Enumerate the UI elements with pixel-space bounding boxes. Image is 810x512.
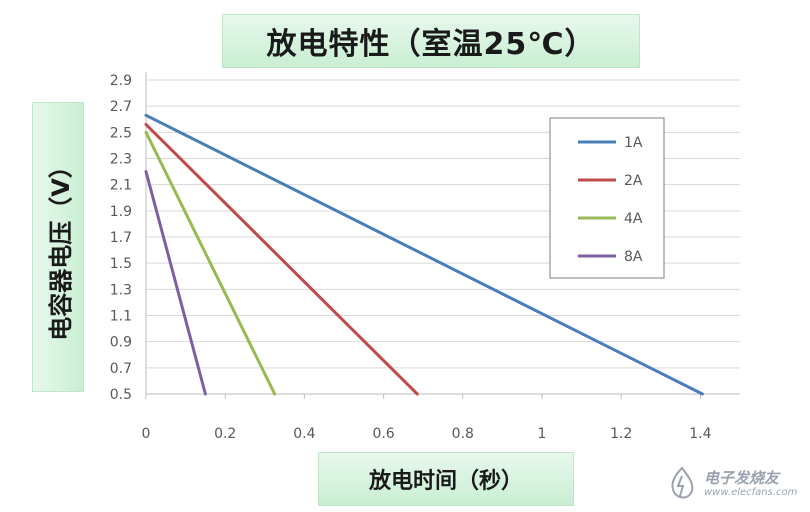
y-tick-label: 1.3 (110, 282, 132, 298)
x-axis-label: 放电时间（秒） (318, 452, 574, 506)
legend-label-2a: 2A (624, 173, 643, 189)
x-tick-label: 1.2 (610, 426, 632, 442)
legend: 1A 2A 4A 8A (549, 117, 665, 279)
y-tick-label: 0.7 (110, 361, 132, 377)
y-tick-label: 2.1 (110, 178, 132, 194)
y-tick-label: 1.1 (110, 309, 132, 325)
watermark-text: 电子发烧友 www.elecfans.com (704, 470, 797, 498)
x-tick-label: 1.4 (689, 426, 711, 442)
chart-title: 放电特性（室温25℃） (222, 14, 640, 68)
x-tick-label: 0 (142, 426, 151, 442)
x-tick-label: 0.4 (293, 426, 315, 442)
x-tick-label: 0.2 (214, 426, 236, 442)
y-axis-label: 电容器电压（V） (32, 102, 84, 392)
legend-label-4a: 4A (624, 211, 643, 227)
series-line-1a (144, 113, 704, 396)
series-line-4a (144, 130, 277, 396)
series-line-8a (144, 170, 207, 396)
x-tick-label: 0.8 (452, 426, 474, 442)
y-tick-label: 1.9 (110, 204, 132, 220)
series-lines (144, 113, 704, 396)
x-tick-label: 1 (538, 426, 547, 442)
y-tick-label: 1.5 (110, 256, 132, 272)
tick-labels: 0.5 0.7 0.9 1.1 1.3 1.5 1.7 1.9 2.1 2.3 2.5 2.7 2.9 0… (110, 73, 712, 442)
y-tick-label: 2.9 (110, 73, 132, 89)
y-tick-label: 2.7 (110, 99, 132, 115)
y-tick-label: 2.3 (110, 152, 132, 168)
y-tick-label: 2.5 (110, 125, 132, 141)
series-line-2a (144, 122, 419, 396)
legend-box (549, 117, 665, 279)
y-axis-label-text: 电容器电压（V） (46, 153, 75, 341)
watermark-main-text: 电子发烧友 (704, 469, 780, 488)
watermark-sub-text: www.elecfans.com (704, 486, 798, 498)
watermark-logo-icon (671, 466, 694, 499)
watermark: 电子发烧友 www.elecfans.com (664, 462, 804, 506)
chart-title-text: 放电特性（室温25℃） (266, 27, 596, 62)
legend-label-8a: 8A (624, 249, 643, 265)
y-tick-label: 1.7 (110, 230, 132, 246)
y-tick-label: 0.5 (110, 387, 132, 403)
legend-label-1a: 1A (624, 135, 643, 151)
x-tick-label: 0.6 (372, 426, 394, 442)
y-tick-label: 0.9 (110, 335, 132, 351)
x-axis-label-text: 放电时间（秒） (368, 469, 523, 494)
